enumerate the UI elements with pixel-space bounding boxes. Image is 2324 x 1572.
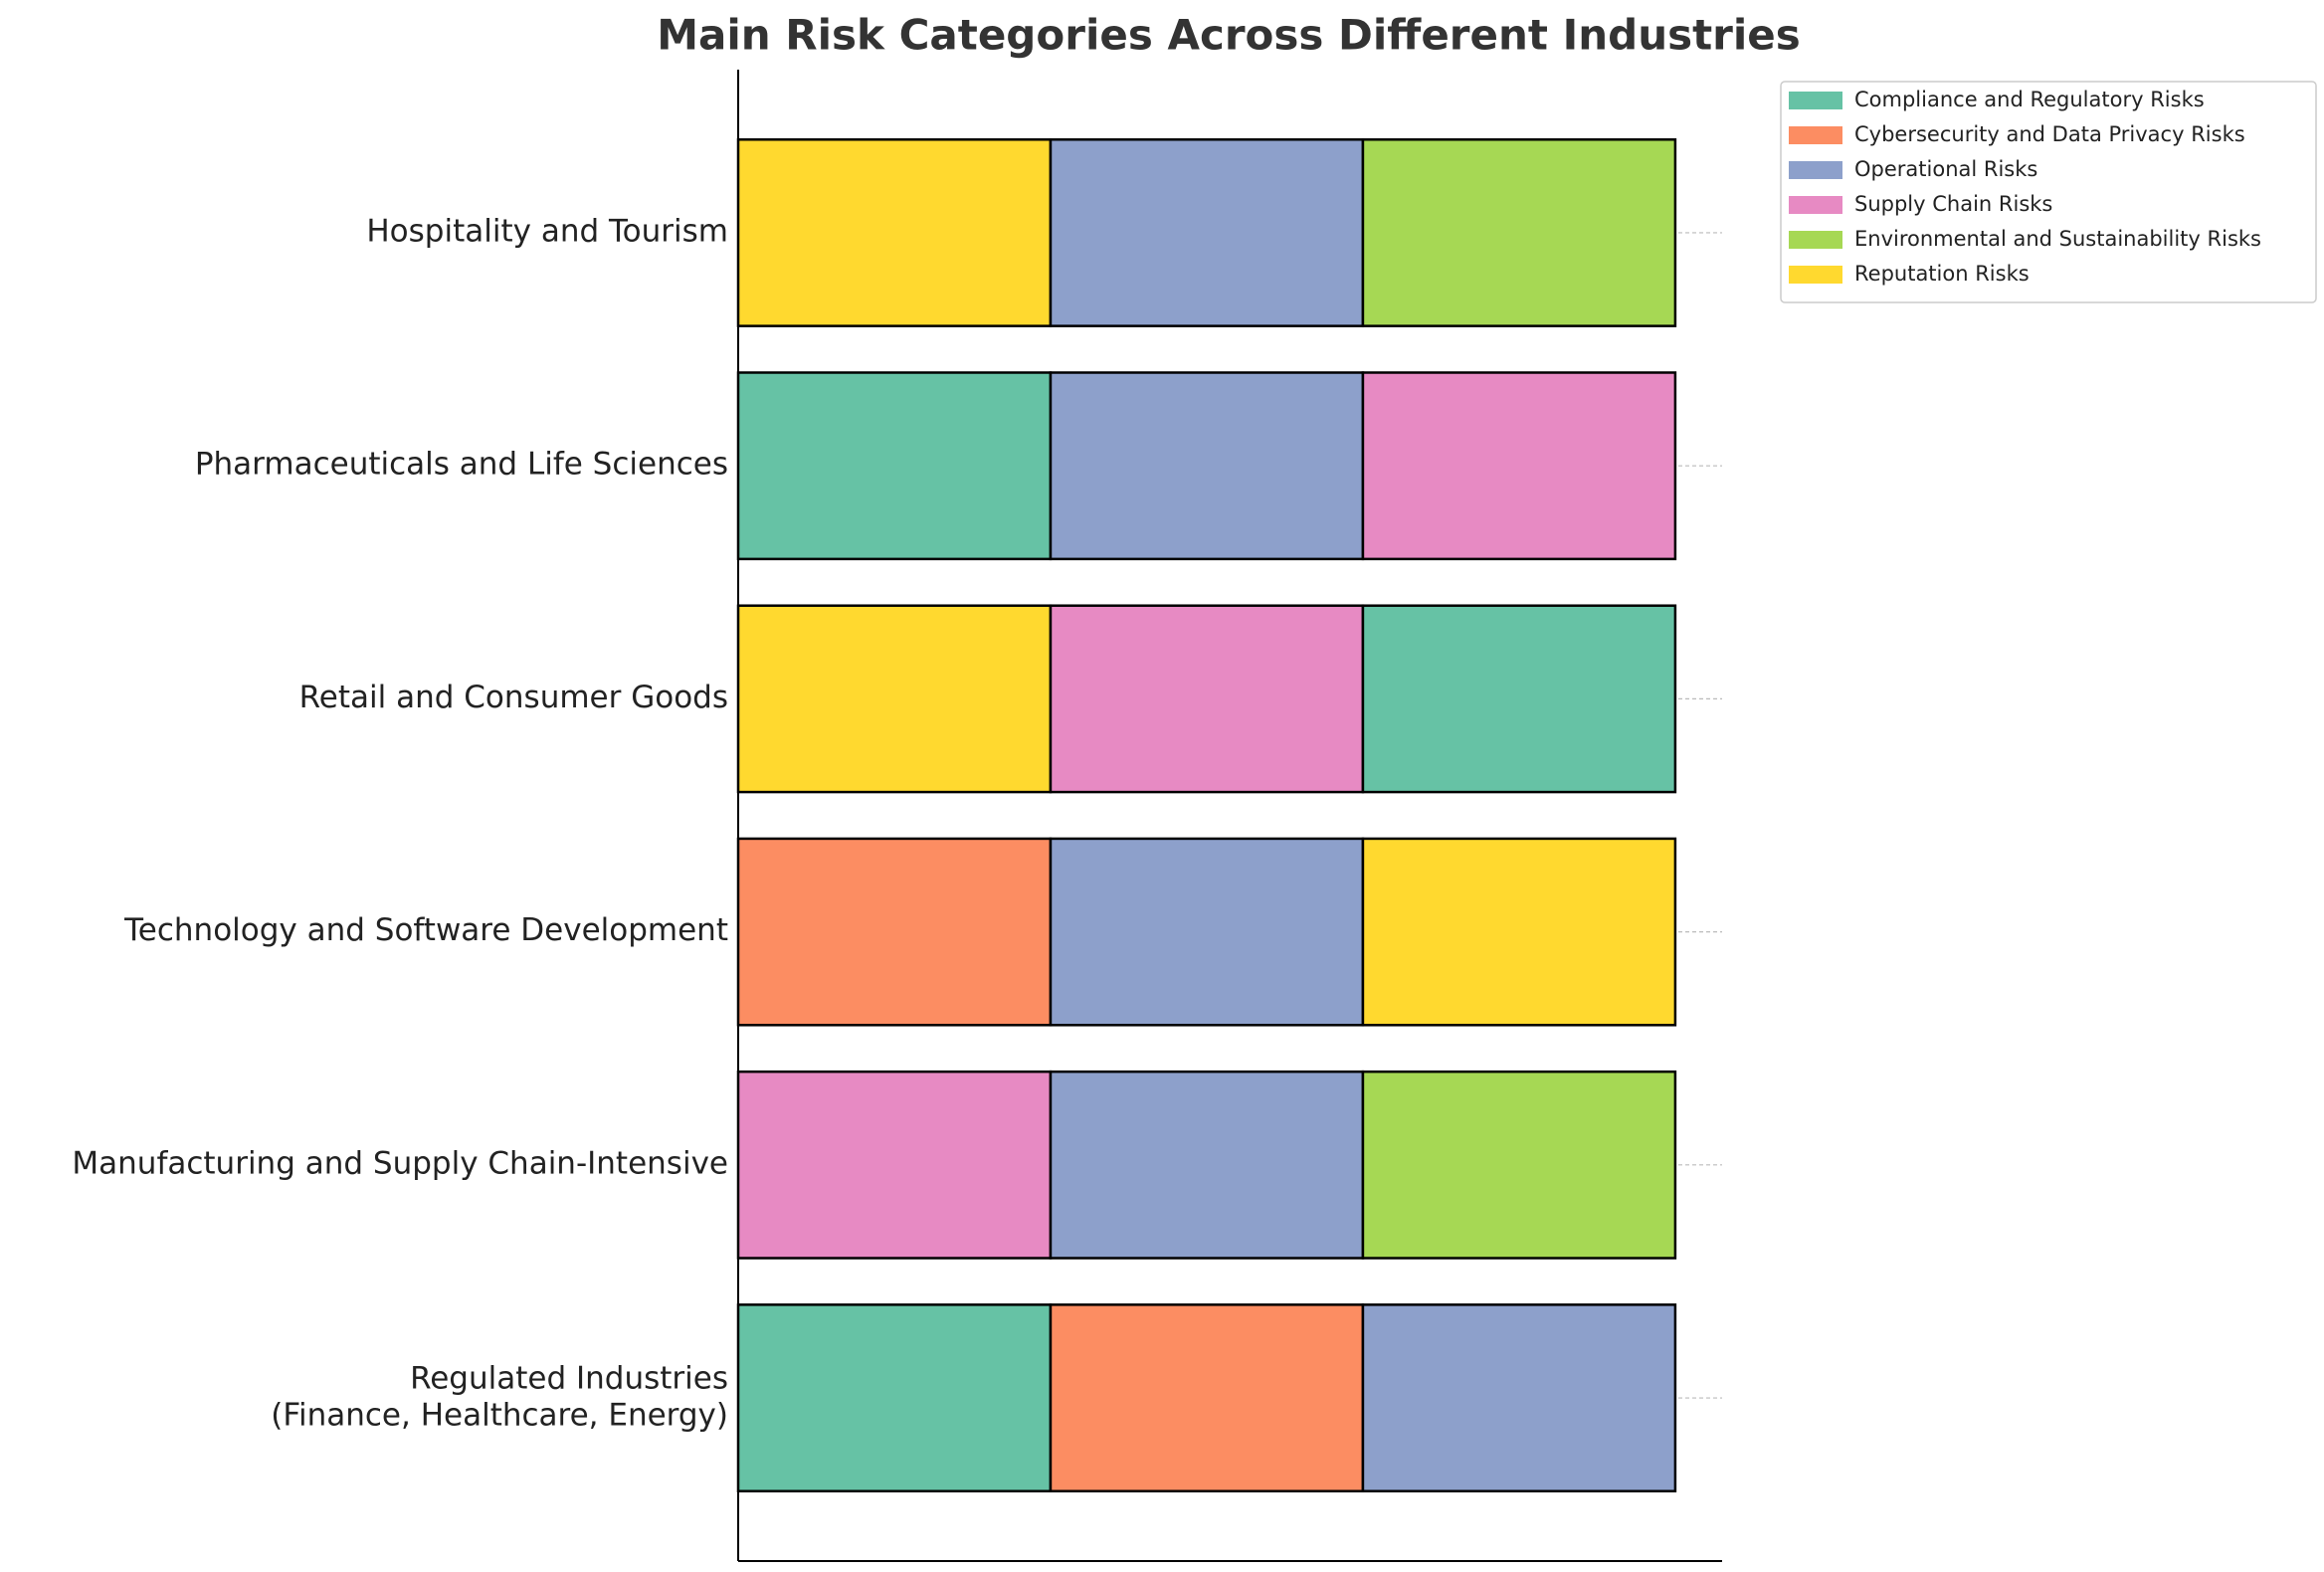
legend-box [1780, 81, 2317, 303]
legend-label: Reputation Risks [1854, 262, 2030, 286]
bar-segment [1049, 604, 1365, 794]
bar-segment [1361, 371, 1677, 561]
legend-swatch [1789, 231, 1842, 249]
bar-segment [1049, 1303, 1365, 1492]
bar-segment [1049, 371, 1365, 561]
y-tick-label: Retail and Consumer Goods [299, 680, 728, 715]
y-tick-label: Regulated Industries (Finance, Healthcare… [271, 1360, 728, 1433]
legend-label: Cybersecurity and Data Privacy Risks [1854, 122, 2245, 146]
bar-segment [1049, 138, 1365, 327]
bar-segment [1361, 604, 1677, 794]
legend-label: Operational Risks [1854, 157, 2037, 181]
bar-segment [736, 837, 1053, 1027]
legend-swatch [1789, 126, 1842, 144]
bar-segment [736, 138, 1053, 327]
bar-segment [736, 1070, 1053, 1260]
bar-segment [1361, 1070, 1677, 1260]
legend-swatch [1789, 196, 1842, 214]
bar-segment [1049, 837, 1365, 1027]
legend-label: Compliance and Regulatory Risks [1854, 88, 2205, 111]
bar-segment [736, 371, 1053, 561]
bar-segment [1361, 138, 1677, 327]
y-tick-label: Hospitality and Tourism [366, 213, 728, 249]
legend-swatch [1789, 161, 1842, 179]
legend-label: Environmental and Sustainability Risks [1854, 227, 2261, 251]
bar-segment [736, 1303, 1053, 1492]
y-tick-label: Technology and Software Development [123, 912, 728, 948]
bar-segment [1361, 837, 1677, 1027]
legend-swatch [1789, 92, 1842, 109]
y-tick-label: Manufacturing and Supply Chain-Intensive [72, 1145, 728, 1181]
bar-segment [736, 604, 1053, 794]
legend-label: Supply Chain Risks [1854, 192, 2052, 216]
bar-segment [1049, 1070, 1365, 1260]
legend-swatch [1789, 266, 1842, 284]
bar-segment [1361, 1303, 1677, 1492]
chart-title: Main Risk Categories Across Different In… [657, 11, 1801, 60]
y-tick-label: Pharmaceuticals and Life Sciences [195, 447, 728, 483]
